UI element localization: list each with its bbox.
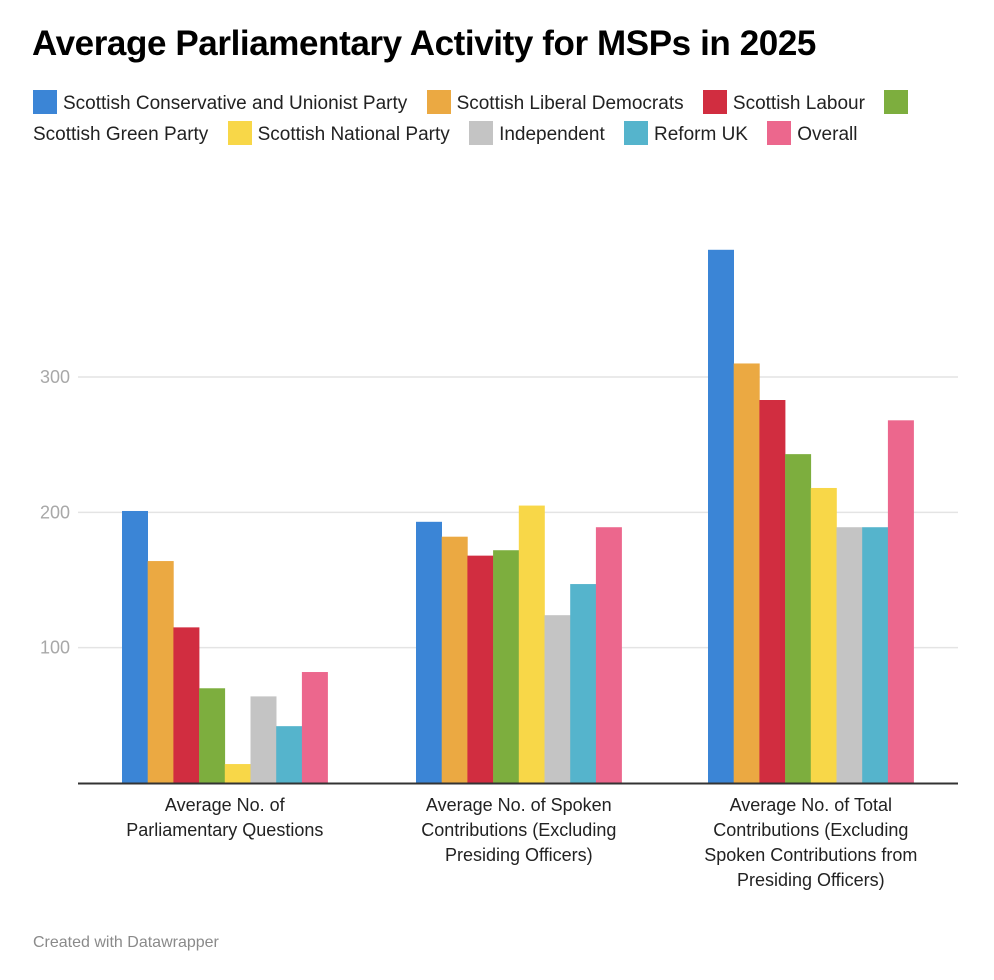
bar (836, 527, 863, 783)
y-tick-label: 200 (40, 502, 70, 522)
x-tick-label: Average No. of Spoken (426, 795, 612, 815)
legend-swatch (469, 121, 494, 145)
legend-item: Reform UK (624, 121, 748, 145)
legend-item: Scottish National Party (227, 121, 450, 145)
bar (518, 505, 545, 783)
legend-item: Independent (469, 121, 605, 145)
y-tick-label: 100 (40, 638, 70, 658)
bar (301, 672, 328, 783)
bar (887, 420, 914, 783)
bar (250, 696, 277, 783)
x-tick-label: Average No. of Total (730, 795, 892, 815)
y-tick-label: 300 (40, 367, 70, 387)
bar (708, 249, 734, 783)
bar (862, 527, 889, 783)
bar (467, 555, 494, 783)
bar (199, 688, 226, 783)
bar (147, 561, 174, 783)
bar (122, 510, 148, 783)
bar (173, 627, 200, 783)
x-tick-label: Average No. of (165, 795, 286, 815)
x-tick-label: Spoken Contributions from (704, 845, 917, 865)
bar (416, 521, 442, 783)
x-tick-label: Contributions (Excluding (713, 820, 908, 840)
legend-label: Independent (499, 124, 605, 145)
legend-label: Scottish Conservative and Unionist Party (63, 93, 408, 114)
bar-chart: 100 200 300 Average No. of Parliamentary Que… (40, 249, 958, 890)
x-tick-label: Contributions (Excluding (421, 820, 616, 840)
legend: Scottish Conservative and Unionist Party… (33, 88, 953, 150)
bar (493, 550, 520, 783)
x-tick-label: Presiding Officers) (737, 870, 885, 890)
legend-item: Scottish Labour (702, 90, 865, 114)
legend-label: Scottish Liberal Democrats (456, 93, 684, 114)
footer-credit[interactable]: Created with Datawrapper (33, 934, 219, 951)
legend-swatch (426, 90, 451, 114)
legend-swatch (767, 121, 792, 145)
legend-label: Overall (797, 124, 858, 145)
x-tick-label: Parliamentary Questions (126, 820, 323, 840)
x-tick-label: Presiding Officers) (445, 845, 593, 865)
legend-label: Scottish Green Party (33, 124, 209, 145)
bar (570, 584, 597, 783)
bar (595, 527, 622, 783)
legend-item: Scottish Liberal Democrats (426, 90, 684, 114)
bar (810, 487, 837, 783)
bar (224, 764, 251, 783)
bar (544, 615, 571, 783)
bar (733, 363, 760, 783)
legend-swatch (702, 90, 727, 114)
chart-title: Average Parliamentary Activity for MSPs … (32, 24, 816, 63)
legend-swatch (884, 90, 909, 114)
bar (441, 536, 468, 783)
legend-label: Reform UK (654, 124, 748, 145)
legend-item: Scottish Conservative and Unionist Party (33, 90, 408, 114)
legend-label: Scottish National Party (257, 124, 450, 145)
legend-swatch (227, 121, 252, 145)
legend-label: Scottish Labour (732, 93, 865, 114)
bar (276, 726, 303, 783)
legend-item: Scottish Green Party (33, 90, 914, 145)
legend-item: Overall (767, 121, 858, 145)
legend-swatch (624, 121, 649, 145)
bar (785, 454, 812, 783)
bar (759, 400, 786, 783)
legend-swatch (33, 90, 57, 114)
